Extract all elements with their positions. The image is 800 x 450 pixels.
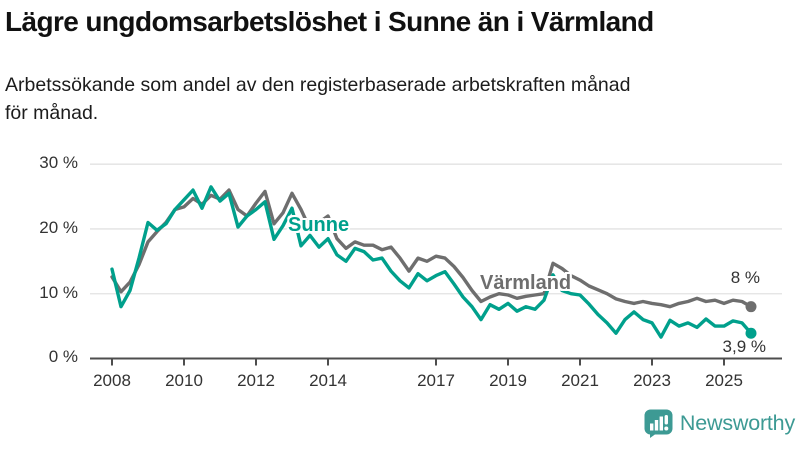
y-tick-label-0: 0 % <box>48 347 78 366</box>
sunne-series-label: Sunne <box>288 214 350 236</box>
subtitle-line-2: för månad. <box>5 101 99 124</box>
x-tick-label-2014: 2014 <box>309 371 347 390</box>
newsworthy-logo: Newsworthy <box>644 409 795 438</box>
newsworthy-wordmark: Newsworthy <box>679 411 795 435</box>
x-tick-label-2012: 2012 <box>237 371 275 390</box>
page-title: Lägre ungdomsarbetslöshet i Sunne än i V… <box>5 6 654 37</box>
x-tick-label-2010: 2010 <box>165 371 203 390</box>
x-tick-label-2025: 2025 <box>705 371 743 390</box>
sunne-end-value: 3,9 % <box>722 337 766 356</box>
x-tick-label-2019: 2019 <box>489 371 527 390</box>
x-tick-label-2023: 2023 <box>633 371 671 390</box>
y-tick-label-30: 30 % <box>39 153 78 172</box>
x-tick-label-2017: 2017 <box>417 371 455 390</box>
y-tick-label-10: 10 % <box>39 283 78 302</box>
y-tick-label-20: 20 % <box>39 218 78 237</box>
varmland-series-label: Värmland <box>480 272 572 294</box>
x-tick-label-2021: 2021 <box>561 371 599 390</box>
subtitle-line-1: Arbetssökande som andel av den registerb… <box>5 74 631 96</box>
chart-subtitle: Arbetssökande som andel av den registerb… <box>5 72 745 127</box>
newsworthy-logo-icon <box>644 409 673 438</box>
x-tick-label-2008: 2008 <box>93 371 131 390</box>
varmland-end-value: 8 % <box>730 268 760 287</box>
